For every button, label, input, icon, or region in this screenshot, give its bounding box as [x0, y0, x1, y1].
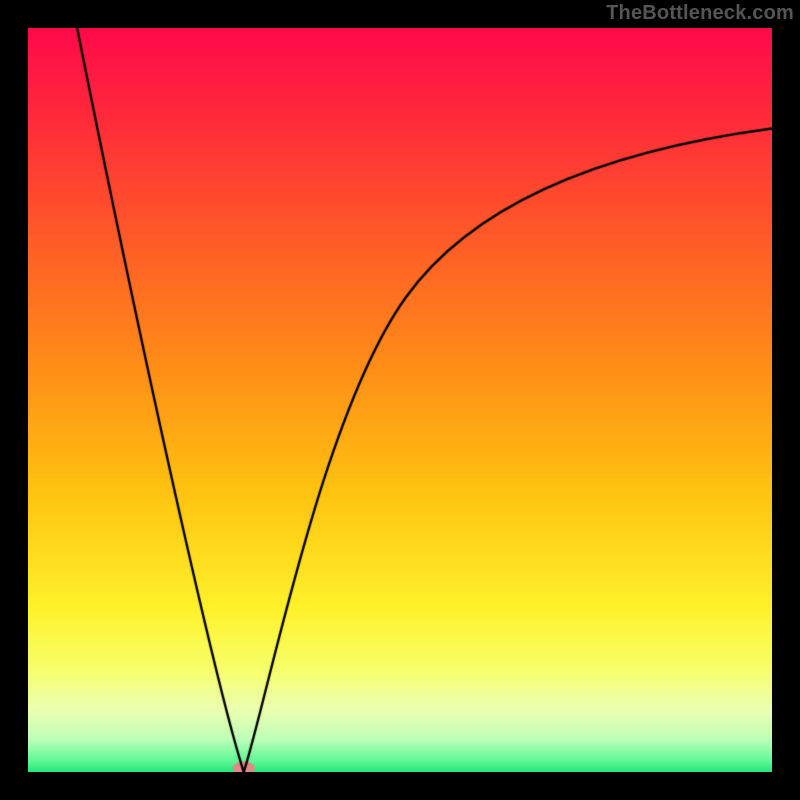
attribution-text: TheBottleneck.com: [606, 0, 800, 25]
plot-area: [28, 28, 772, 772]
bottleneck-curve: [28, 28, 772, 772]
chart-outer-frame: TheBottleneck.com: [0, 0, 800, 800]
